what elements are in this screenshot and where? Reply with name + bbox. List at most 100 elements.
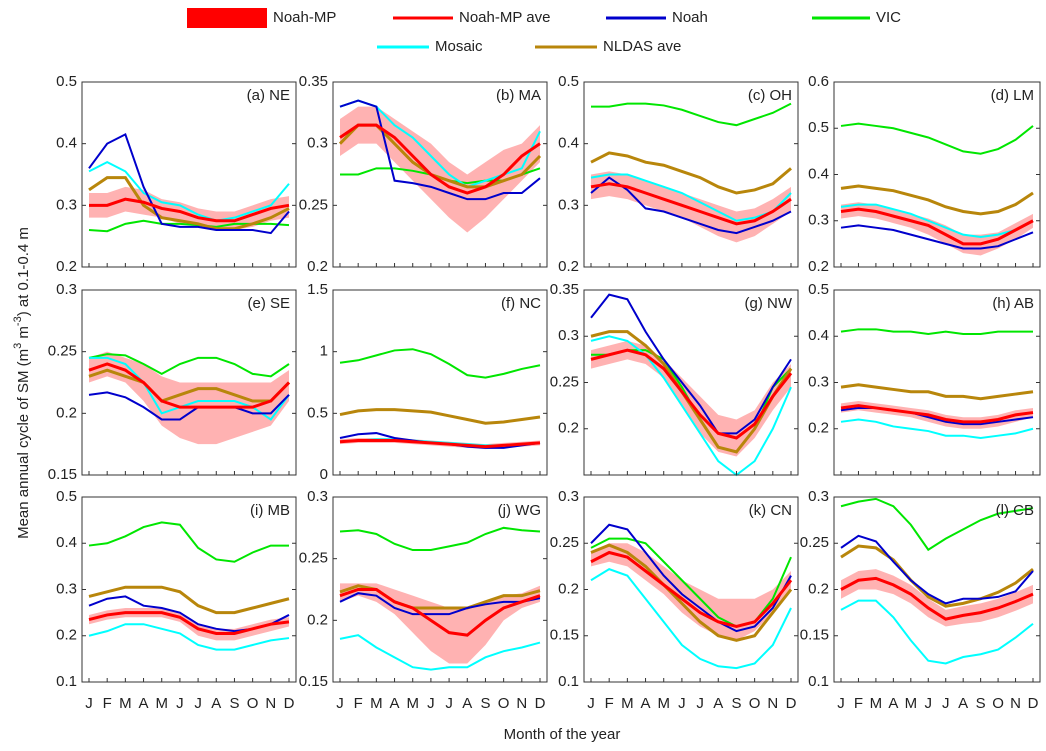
panel-frame [583, 289, 799, 476]
series-line [89, 197, 290, 223]
y-tick-label: 0.3 [307, 488, 328, 505]
x-tick-label: D [786, 695, 797, 712]
x-tick-label: M [905, 695, 918, 712]
series-line [590, 550, 793, 629]
y-tick-label: 0.1 [56, 673, 77, 690]
legend-label: Noah [672, 9, 708, 26]
y-tick-label: 0.1 [808, 673, 829, 690]
panel-title: (a) NE [247, 87, 290, 104]
y-tick-label: 1.5 [307, 281, 328, 298]
noah-mp-range [89, 351, 289, 445]
y-tick-label: 0.35 [550, 281, 579, 298]
legend-label: Mosaic [435, 38, 483, 55]
series-line [590, 568, 792, 670]
series-line [88, 391, 290, 421]
y-tick-label: 0.2 [808, 580, 829, 597]
y-tick-label: 0.2 [808, 420, 829, 437]
panel: 0.10.150.20.250.3J F M A M J J A S O N D(k) CN [550, 488, 799, 712]
x-tick-label: A [462, 695, 472, 712]
superscript: -3 [12, 316, 24, 326]
x-tick-label: N [265, 695, 276, 712]
x-tick-label: F [854, 695, 863, 712]
x-tick-label: N [516, 695, 527, 712]
series-line [88, 368, 291, 403]
y-tick-label: 0.15 [550, 627, 579, 644]
panel-frame [332, 496, 548, 683]
series-line [590, 335, 792, 477]
x-tick-label: M [155, 695, 168, 712]
panel: 0.2 0.3 0.4 0.5 0.6 (d) LM [808, 73, 1041, 275]
series-line [840, 544, 1034, 608]
y-tick-label: 0.2 [808, 258, 829, 275]
x-tick-label: M [406, 695, 419, 712]
series-line [339, 526, 541, 552]
panel-title: (k) CN [749, 502, 792, 519]
y-tick-label: 0.4 [56, 534, 77, 551]
series-line [88, 161, 290, 222]
panel: 0.10.20.30.40.5J F M A M J J A S O N D(i) MB [56, 488, 297, 712]
panel-frame [81, 81, 297, 268]
y-tick-label: 0.3 [808, 373, 829, 390]
y-tick-label: 0.25 [550, 373, 579, 390]
x-tick-label: D [1028, 695, 1039, 712]
series-line [840, 184, 1034, 216]
y-tick-label: 0.4 [808, 165, 829, 182]
y-tick-label: 0.35 [299, 73, 328, 90]
y-tick-label: 0.1 [558, 673, 579, 690]
y-tick-label: 0.25 [48, 343, 77, 360]
noah-mp-range [591, 340, 791, 457]
x-tick-label: J [194, 695, 202, 712]
x-tick-label: M [621, 695, 634, 712]
y-axis-label: Mean annual cycle of SM (m3 m-3) at 0.1-… [12, 227, 32, 539]
x-tick-label: M [370, 695, 383, 712]
x-tick-label: A [888, 695, 898, 712]
series-line [840, 224, 1034, 250]
legend-label: Noah-MP [273, 9, 336, 26]
panel-title: (f) NC [501, 295, 541, 312]
y-tick-label: 0.2 [558, 580, 579, 597]
y-tick-label: 0.5 [307, 404, 328, 421]
y-tick-label: 0.15 [48, 466, 77, 483]
x-tick-label: O [992, 695, 1004, 712]
panel: 0.2 0.3 0.4 0.5 (c) OH [558, 73, 799, 275]
y-tick-label: 0.5 [808, 119, 829, 136]
x-tick-label: F [103, 695, 112, 712]
panel: 0.150.20.250.3J F M A M J J A S O N D(j) WG [299, 488, 548, 712]
series-line [590, 543, 793, 642]
y-tick-label: 0.15 [800, 627, 829, 644]
y-tick-label: 0.2 [558, 420, 579, 437]
y-tick-label: 0.2 [56, 404, 77, 421]
panel-title: (c) OH [748, 87, 792, 104]
panel-frame [332, 81, 548, 268]
panel-frame [833, 289, 1041, 476]
panel-title: (b) MA [496, 87, 541, 104]
panel: 0.15 0.2 0.25 0.3 (e) SE [48, 281, 297, 483]
x-tick-label: N [1010, 695, 1021, 712]
series-line [339, 348, 541, 379]
y-tick-label: 0.3 [558, 327, 579, 344]
y-tick-label: 0.2 [56, 258, 77, 275]
y-tick-label: 0.3 [808, 212, 829, 229]
series-line [88, 133, 290, 235]
x-tick-label: J [336, 695, 344, 712]
y-tick-label: 1 [320, 343, 328, 360]
x-tick-label: M [657, 695, 670, 712]
series-line [590, 151, 792, 195]
panel-frame [81, 289, 297, 476]
y-tick-label: 0.3 [808, 488, 829, 505]
x-tick-label: O [749, 695, 761, 712]
series-line [88, 176, 290, 231]
series-line [591, 102, 792, 127]
x-tick-label: A [139, 695, 149, 712]
y-tick-label: 0.3 [558, 196, 579, 213]
y-tick-label: 0.4 [808, 327, 829, 344]
panel: 0.2 0.25 0.3 0.35 (g) NW [550, 281, 799, 477]
panel-frame [332, 289, 548, 476]
panel-frame [583, 81, 799, 268]
y-tick-label: 0.25 [299, 196, 328, 213]
x-tick-label: S [229, 695, 239, 712]
x-tick-label: J [925, 695, 933, 712]
series-line [840, 418, 1034, 440]
y-tick-label: 0.15 [299, 673, 328, 690]
